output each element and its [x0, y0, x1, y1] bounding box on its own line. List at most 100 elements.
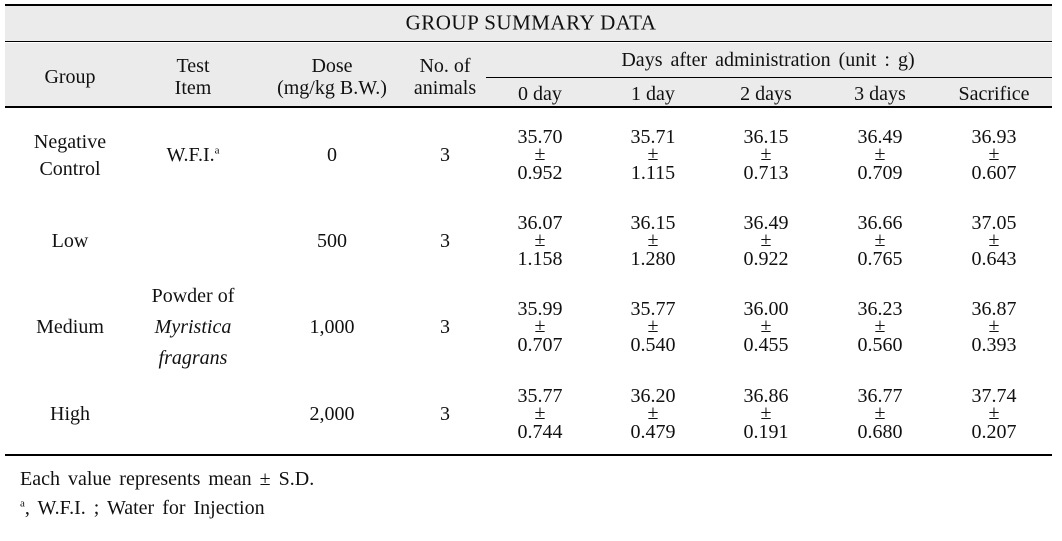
sd-value: 0.479	[630, 421, 676, 443]
group-cell: Medium	[36, 316, 104, 338]
mean-value: 35.99	[517, 298, 563, 320]
sd-value: 0.744	[517, 421, 563, 443]
mean-value: 37.74	[971, 385, 1017, 407]
header-cell: 3 days	[854, 83, 906, 105]
mean-value: 36.49	[857, 126, 903, 148]
test-item-cell: Powder of	[151, 285, 235, 307]
plus-minus: ±	[647, 143, 659, 165]
mean-value: 36.77	[857, 385, 903, 407]
plus-minus: ±	[647, 315, 659, 337]
animals-cell: 3	[440, 403, 450, 425]
mean-value: 35.70	[517, 126, 563, 148]
header-cell: animals	[413, 77, 477, 99]
mean-value: 36.49	[743, 212, 789, 234]
sd-value: 0.191	[743, 421, 789, 443]
mean-value: 35.71	[630, 126, 676, 148]
sd-value: 1.158	[517, 248, 563, 270]
mean-value: 36.66	[857, 212, 903, 234]
plus-minus: ±	[988, 229, 1000, 251]
plus-minus: ±	[760, 402, 772, 424]
plus-minus: ±	[534, 315, 546, 337]
plus-minus: ±	[647, 229, 659, 251]
sd-value: 1.115	[630, 162, 676, 184]
sd-value: 0.393	[971, 334, 1017, 356]
sd-value: 0.643	[971, 248, 1017, 270]
mean-value: 36.00	[743, 298, 789, 320]
header-cell: Test	[176, 55, 210, 77]
sd-value: 0.207	[971, 421, 1017, 443]
mean-value: 36.07	[517, 212, 563, 234]
rule	[486, 77, 1052, 78]
plus-minus: ±	[874, 143, 886, 165]
group-cell: Control	[39, 157, 101, 180]
header-cell: Dose	[311, 55, 353, 77]
sd-value: 1.280	[630, 248, 676, 270]
header-cell: 1 day	[631, 83, 675, 105]
header-cell: (mg/kg B.W.)	[277, 77, 387, 99]
mean-value: 36.15	[743, 126, 789, 148]
title-band	[5, 5, 1052, 41]
header-cell: Item	[174, 77, 212, 99]
header-cell: Sacrifice	[958, 83, 1030, 105]
mean-value: 37.05	[971, 212, 1017, 234]
header-cell: 0 day	[518, 83, 562, 105]
plus-minus: ±	[874, 402, 886, 424]
footnote-text: , W.F.I. ; Water for Injection	[24, 497, 265, 519]
animals-cell: 3	[440, 316, 450, 338]
sd-value: 0.680	[857, 421, 903, 443]
footnote-mark: a	[20, 497, 25, 510]
dose-cell: 1,000	[309, 316, 355, 338]
mean-value: 36.87	[971, 298, 1017, 320]
plus-minus: ±	[988, 402, 1000, 424]
plus-minus: ±	[534, 143, 546, 165]
sd-value: 0.709	[857, 162, 903, 184]
group-cell: High	[50, 403, 90, 425]
sd-value: 0.455	[743, 334, 789, 356]
header-cell: Days after administration (unit : g)	[621, 49, 915, 71]
plus-minus: ±	[534, 229, 546, 251]
plus-minus: ±	[534, 402, 546, 424]
mean-value: 36.93	[971, 126, 1017, 148]
rule	[5, 454, 1052, 456]
plus-minus: ±	[988, 315, 1000, 337]
plus-minus: ±	[760, 229, 772, 251]
mean-value: 36.20	[630, 385, 676, 407]
plus-minus: ±	[988, 143, 1000, 165]
mean-value: 36.15	[630, 212, 676, 234]
header-cell: 2 days	[740, 83, 792, 105]
sd-value: 0.713	[743, 162, 789, 184]
plus-minus: ±	[647, 402, 659, 424]
header-cell: Group	[44, 66, 96, 88]
plus-minus: ±	[874, 315, 886, 337]
sd-value: 0.922	[743, 248, 789, 270]
group-cell: Negative	[33, 130, 107, 153]
sd-value: 0.607	[971, 162, 1017, 184]
footnote: a, W.F.I. ; Water for Injection	[20, 498, 265, 518]
plus-minus: ±	[760, 315, 772, 337]
mean-value: 35.77	[517, 385, 563, 407]
sd-value: 0.540	[630, 334, 676, 356]
animals-cell: 3	[440, 230, 450, 252]
header-band	[5, 43, 1052, 106]
mean-value: 35.77	[630, 298, 676, 320]
test-item-cell: Myristica	[154, 316, 232, 338]
test-item-cell: W.F.I.a	[166, 144, 220, 166]
sd-value: 0.952	[517, 162, 563, 184]
sd-value: 0.765	[857, 248, 903, 270]
sd-value: 0.707	[517, 334, 563, 356]
sd-value: 0.560	[857, 334, 903, 356]
group-cell: Low	[51, 230, 89, 252]
plus-minus: ±	[760, 143, 772, 165]
header-cell: No. of	[419, 55, 471, 77]
plus-minus: ±	[874, 229, 886, 251]
rule	[5, 41, 1052, 42]
footnote: Each value represents mean ± S.D.	[20, 468, 315, 490]
rule	[5, 4, 1052, 6]
mean-value: 36.86	[743, 385, 789, 407]
dose-cell: 500	[317, 230, 347, 252]
dose-cell: 2,000	[309, 403, 355, 425]
table-title: GROUP SUMMARY DATA	[405, 10, 657, 35]
test-item-cell: fragrans	[158, 347, 228, 369]
note-mark: a	[214, 144, 220, 157]
